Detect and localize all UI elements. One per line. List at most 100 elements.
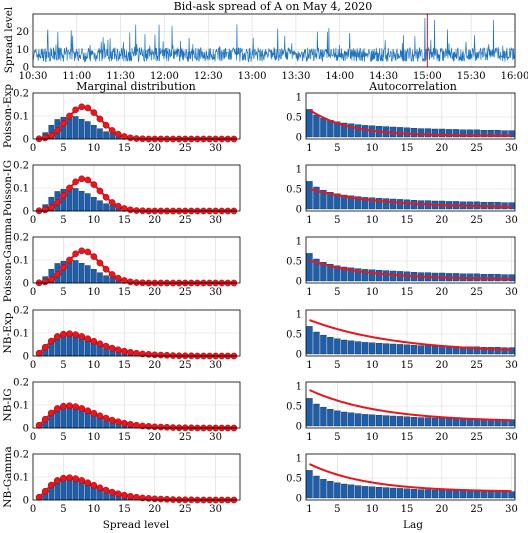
model-label: NB-Exp: [2, 312, 14, 353]
acf-bar: [362, 269, 369, 282]
acf-bar: [327, 337, 334, 355]
empirical-bar: [109, 133, 115, 140]
acf-bar: [466, 490, 473, 499]
acf-bar: [403, 199, 411, 210]
acf-bar: [327, 409, 334, 427]
acf-bar: [403, 127, 411, 138]
model-label: Poisson-Gamma: [2, 218, 14, 303]
marginal-xtick-label: 5: [60, 287, 66, 298]
acf-bar: [341, 483, 348, 499]
acf-xtick-label: 10: [366, 360, 379, 371]
fitted-acf-curve: [309, 188, 512, 208]
acf-bar: [313, 186, 320, 210]
marginal-xtick-label: 20: [148, 215, 161, 226]
fitted-point: [66, 184, 73, 192]
empirical-bar: [103, 420, 109, 429]
acf-ytick-label: 0: [296, 277, 302, 288]
acf-ytick-label: 1: [296, 382, 302, 393]
ts-ytick-label: 10: [16, 45, 29, 56]
marginal-xtick-label: 5: [60, 215, 66, 226]
fitted-point: [114, 418, 122, 426]
marginal-xtick-label: 5: [60, 360, 66, 371]
marginal-ytick-label: 0: [23, 352, 29, 363]
fitted-point: [60, 402, 67, 410]
fitted-acf-curve: [309, 463, 512, 493]
fitted-point: [102, 265, 110, 273]
acf-xtick-label: 25: [470, 287, 483, 298]
marginal-xtick-label: 10: [88, 215, 101, 226]
fitted-point: [84, 479, 92, 487]
marginal-xtick-label: 0: [30, 143, 36, 154]
acf-bar: [369, 486, 376, 499]
fitted-point: [133, 421, 140, 429]
marginal-xtick-label: 20: [148, 360, 161, 371]
fitted-point: [72, 475, 79, 482]
acf-bar: [355, 485, 362, 499]
fitted-point: [78, 247, 86, 255]
marginal-xtick-label: 15: [118, 432, 131, 443]
empirical-bar: [72, 188, 79, 212]
fitted-point: [102, 121, 110, 129]
empirical-bar: [85, 121, 91, 140]
acf-bar: [306, 398, 313, 427]
ts-xtick-label: 13:30: [281, 71, 310, 82]
acf-bar: [334, 410, 341, 427]
model-label: NB-Gamma: [2, 446, 14, 507]
fitted-point: [169, 496, 177, 503]
acf-bar: [473, 129, 480, 138]
acf-bar: [327, 481, 334, 499]
acf-bar: [487, 129, 494, 138]
marginal-xtick-label: 30: [209, 215, 222, 226]
acf-xtick-label: 15: [401, 287, 414, 298]
acf-bar: [313, 258, 320, 282]
marginal-ytick-label: 0: [23, 496, 29, 507]
marginal-ytick-label: 0: [23, 135, 29, 146]
marginal-ytick-label: 0.2: [13, 89, 29, 100]
fitted-point: [66, 474, 73, 482]
acf-bar: [473, 346, 480, 355]
acf-bar: [341, 266, 348, 282]
acf-bar: [417, 417, 425, 427]
acf-bar: [355, 268, 362, 282]
acf-bar: [369, 414, 376, 427]
fitted-point: [78, 477, 86, 484]
acf-ytick-label: 1: [296, 237, 302, 248]
marginal-xtick-label: 10: [88, 143, 101, 154]
autocorr-panel: 00.511 5 10 15 20 25 30: [286, 310, 518, 372]
model-label: Poisson-IG: [2, 160, 14, 216]
acf-bar: [306, 181, 313, 210]
acf-bar: [410, 127, 418, 138]
acf-bar: [410, 489, 418, 499]
fitted-point: [96, 115, 104, 123]
empirical-bar: [91, 124, 97, 140]
marginal-xtick-label: 25: [179, 215, 192, 226]
acf-bar: [417, 128, 425, 138]
acf-bar: [452, 129, 459, 138]
acf-xtick-label: 5: [334, 215, 340, 226]
acf-bar: [327, 191, 334, 210]
fitted-point: [108, 488, 116, 496]
acf-bar: [410, 345, 418, 355]
fitted-point: [96, 187, 104, 195]
marginal-xtick-label: 25: [179, 143, 192, 154]
acf-bar: [341, 194, 348, 210]
acf-ytick-label: 1: [296, 165, 302, 176]
fitted-point: [120, 347, 128, 355]
empirical-bar: [97, 272, 103, 284]
acf-bar: [306, 109, 313, 138]
fitted-point: [41, 134, 49, 142]
empirical-bar: [78, 119, 85, 140]
acf-bar: [382, 343, 390, 355]
fitted-point: [47, 275, 55, 283]
fitted-point: [84, 335, 92, 343]
acf-bar: [362, 125, 369, 138]
marginal-xtick-label: 15: [118, 504, 131, 515]
acf-bar: [369, 269, 376, 282]
acf-bar: [452, 490, 459, 499]
empirical-bar: [103, 492, 109, 501]
marginal-ytick-label: 0.1: [13, 184, 29, 195]
acf-bar: [410, 417, 418, 427]
marginal-ytick-label: 0.2: [13, 233, 29, 244]
